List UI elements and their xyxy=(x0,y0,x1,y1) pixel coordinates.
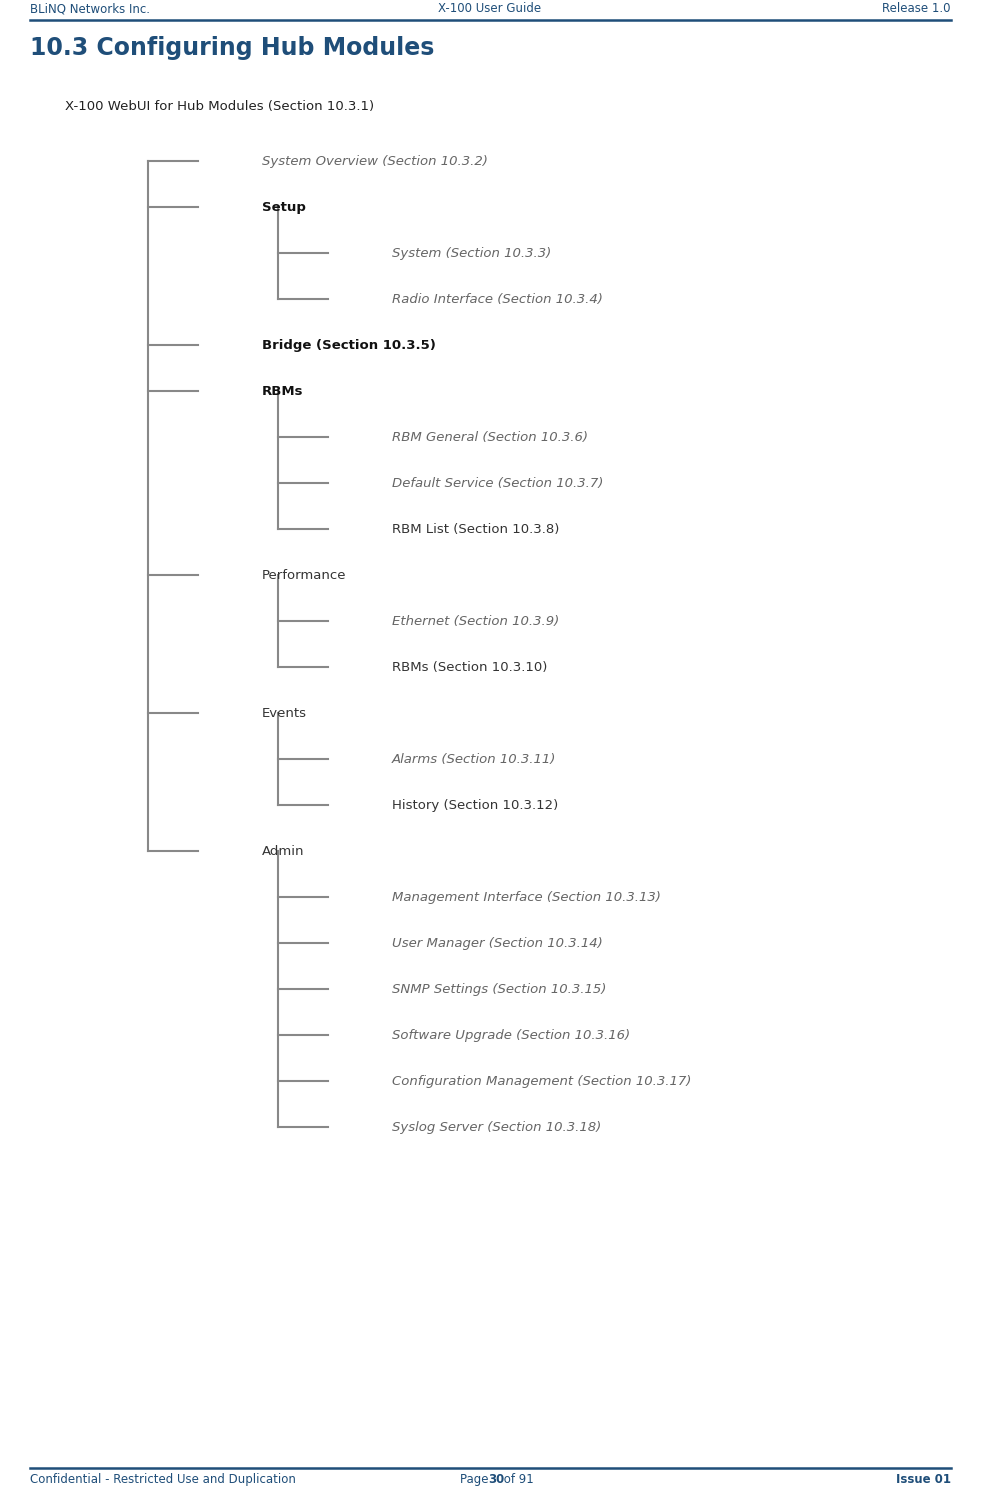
Text: User Manager (Section 10.3.14): User Manager (Section 10.3.14) xyxy=(392,936,602,950)
Text: Setup: Setup xyxy=(262,200,306,214)
Text: Page: Page xyxy=(460,1474,492,1486)
Text: Admin: Admin xyxy=(262,845,304,857)
Text: Release 1.0: Release 1.0 xyxy=(883,1,951,15)
Text: RBM List (Section 10.3.8): RBM List (Section 10.3.8) xyxy=(392,522,559,536)
Text: Configuration Management (Section 10.3.17): Configuration Management (Section 10.3.1… xyxy=(392,1074,692,1088)
Text: History (Section 10.3.12): History (Section 10.3.12) xyxy=(392,799,558,811)
Text: Issue 01: Issue 01 xyxy=(896,1474,951,1486)
Text: Syslog Server (Section 10.3.18): Syslog Server (Section 10.3.18) xyxy=(392,1121,601,1134)
Text: RBMs (Section 10.3.10): RBMs (Section 10.3.10) xyxy=(392,661,547,673)
Text: System Overview (Section 10.3.2): System Overview (Section 10.3.2) xyxy=(262,154,488,168)
Text: RBMs: RBMs xyxy=(262,384,303,398)
Text: SNMP Settings (Section 10.3.15): SNMP Settings (Section 10.3.15) xyxy=(392,983,606,995)
Text: RBM General (Section 10.3.6): RBM General (Section 10.3.6) xyxy=(392,431,588,443)
Text: Ethernet (Section 10.3.9): Ethernet (Section 10.3.9) xyxy=(392,615,559,627)
Text: 30: 30 xyxy=(488,1474,504,1486)
Text: Events: Events xyxy=(262,706,307,720)
Text: 10.3 Configuring Hub Modules: 10.3 Configuring Hub Modules xyxy=(30,36,435,60)
Text: BLiNQ Networks Inc.: BLiNQ Networks Inc. xyxy=(30,1,150,15)
Text: Confidential - Restricted Use and Duplication: Confidential - Restricted Use and Duplic… xyxy=(30,1474,296,1486)
Text: of 91: of 91 xyxy=(500,1474,534,1486)
Text: Software Upgrade (Section 10.3.16): Software Upgrade (Section 10.3.16) xyxy=(392,1029,630,1041)
Text: System (Section 10.3.3): System (Section 10.3.3) xyxy=(392,247,551,259)
Text: Management Interface (Section 10.3.13): Management Interface (Section 10.3.13) xyxy=(392,890,661,904)
Text: Default Service (Section 10.3.7): Default Service (Section 10.3.7) xyxy=(392,477,603,489)
Text: Alarms (Section 10.3.11): Alarms (Section 10.3.11) xyxy=(392,752,556,766)
Text: Bridge (Section 10.3.5): Bridge (Section 10.3.5) xyxy=(262,338,436,352)
Text: Performance: Performance xyxy=(262,568,346,582)
Text: X-100 WebUI for Hub Modules (Section 10.3.1): X-100 WebUI for Hub Modules (Section 10.… xyxy=(65,100,374,112)
Text: Radio Interface (Section 10.3.4): Radio Interface (Section 10.3.4) xyxy=(392,293,603,305)
Text: X-100 User Guide: X-100 User Guide xyxy=(439,1,542,15)
